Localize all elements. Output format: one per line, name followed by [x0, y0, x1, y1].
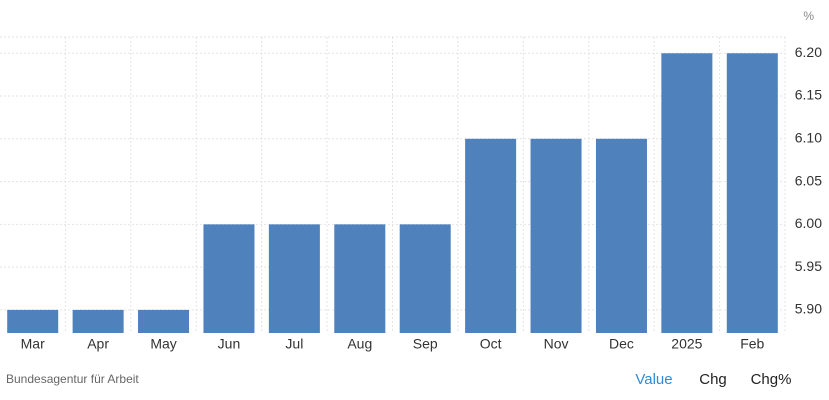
- x-tick-label: Feb: [740, 336, 764, 352]
- unit-label: %: [803, 9, 814, 23]
- bar: [7, 309, 59, 333]
- y-tick-label: 5.95: [795, 258, 822, 274]
- x-tick-label: Aug: [347, 336, 372, 352]
- y-tick-label: 5.90: [795, 301, 822, 317]
- value-button[interactable]: Value: [635, 371, 672, 388]
- bar: [399, 224, 451, 333]
- y-tick-label: 6.20: [795, 44, 822, 60]
- bar: [334, 224, 386, 333]
- bar: [268, 224, 320, 333]
- y-tick-label: 6.15: [795, 87, 822, 103]
- chg-button[interactable]: Chg: [699, 371, 727, 388]
- x-tick-label: Dec: [609, 336, 634, 352]
- x-tick-label: Jul: [285, 336, 303, 352]
- x-tick-label: Jun: [218, 336, 241, 352]
- bar: [726, 53, 778, 333]
- x-tick-label: Nov: [544, 336, 569, 352]
- x-tick-label: Apr: [87, 336, 109, 352]
- y-tick-label: 6.10: [795, 130, 822, 146]
- bar: [595, 138, 647, 333]
- x-tick-label: Mar: [21, 336, 45, 352]
- bar: [72, 309, 124, 333]
- x-tick-label: May: [150, 336, 176, 352]
- bar: [530, 138, 582, 333]
- x-tick-label: Oct: [480, 336, 502, 352]
- source: Bundesagentur für Arbeit: [6, 372, 139, 386]
- bar: [465, 138, 517, 333]
- bar: [203, 224, 255, 333]
- y-tick-label: 6.05: [795, 172, 822, 188]
- bar: [661, 53, 713, 333]
- bar: [138, 309, 190, 333]
- y-tick-label: 6.00: [795, 215, 822, 231]
- chg-pct-button[interactable]: Chg%: [751, 371, 792, 388]
- x-tick-label: 2025: [671, 336, 702, 352]
- x-tick-label: Sep: [413, 336, 438, 352]
